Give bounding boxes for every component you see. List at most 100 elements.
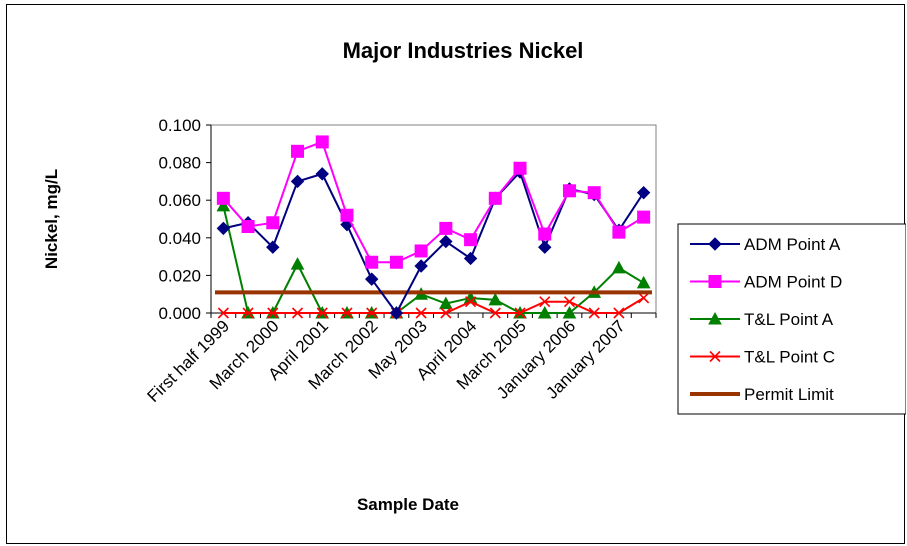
data-point [439, 296, 453, 310]
legend-item: T&L Point C [690, 348, 835, 367]
data-point [366, 307, 378, 319]
data-point [613, 307, 625, 319]
data-point [216, 198, 231, 212]
data-point [241, 220, 255, 234]
data-point [588, 307, 600, 319]
x-axis-label: Sample Date [357, 495, 459, 514]
data-point [489, 307, 501, 319]
x-stroke [242, 307, 254, 319]
legend-marker [708, 275, 722, 288]
y-tick-label: 0.040 [158, 229, 201, 248]
series-adm-point-d [216, 135, 651, 269]
x-stroke [415, 307, 427, 319]
y-axis-label: Nickel, mg/L [42, 169, 61, 269]
x-stroke [440, 307, 452, 319]
data-point [488, 292, 503, 306]
chart-area: Major Industries Nickel Sample Date Nick… [6, 4, 906, 544]
data-point [389, 255, 403, 269]
data-point [414, 259, 428, 273]
data-point [389, 306, 404, 320]
x-stroke [291, 307, 304, 319]
data-point [537, 305, 552, 319]
data-point [463, 251, 478, 266]
legend-label: T&L Point A [744, 310, 834, 329]
x-stroke [588, 307, 600, 319]
data-point [539, 296, 551, 308]
x-stroke [539, 296, 551, 308]
data-point [439, 221, 453, 235]
series-line [223, 297, 645, 314]
data-point [316, 307, 328, 319]
data-point [340, 208, 354, 222]
data-point [636, 275, 651, 289]
data-point [217, 307, 229, 319]
legend-item: ADM Point D [690, 273, 842, 292]
data-point [290, 257, 305, 270]
legend-label: ADM Point D [744, 273, 842, 292]
data-point [612, 225, 626, 239]
data-point [465, 296, 477, 308]
data-point [587, 186, 601, 200]
data-point [315, 135, 329, 149]
series-t-l-point-a [216, 198, 651, 319]
series-line [222, 205, 645, 314]
legend-item: T&L Point A [690, 310, 834, 329]
x-stroke [563, 296, 576, 308]
data-point [291, 144, 305, 158]
data-point [463, 290, 478, 304]
x-stroke [514, 307, 526, 319]
x-stroke [217, 307, 229, 319]
y-tick-label: 0.080 [158, 154, 201, 173]
data-point [636, 185, 651, 200]
data-point [638, 292, 650, 304]
data-point [365, 255, 379, 269]
data-point [514, 307, 526, 319]
x-stroke [709, 350, 721, 363]
chart: Major Industries Nickel Sample Date Nick… [42, 38, 906, 514]
data-point [315, 167, 329, 181]
legend-marker [708, 237, 722, 251]
series-line [222, 140, 645, 264]
x-stroke [638, 292, 650, 304]
chart-title: Major Industries Nickel [343, 38, 584, 63]
data-point [513, 161, 527, 175]
data-point [464, 233, 478, 247]
legend-label: Permit Limit [744, 385, 834, 404]
data-point [242, 307, 254, 319]
legend-label: ADM Point A [744, 235, 841, 254]
x-stroke [489, 307, 501, 319]
legend-item: Permit Limit [690, 385, 834, 404]
data-point [538, 227, 552, 241]
x-stroke [465, 296, 477, 308]
legend: ADM Point A ADM Point D T&L Point A T&L Poi… [677, 223, 906, 415]
data-point [563, 296, 576, 308]
legend-label: T&L Point C [744, 348, 835, 367]
series-t-l-point-c [217, 292, 650, 319]
data-point [637, 210, 651, 224]
data-point [440, 307, 452, 319]
y-tick-label: 0.000 [158, 304, 201, 323]
data-point [267, 307, 279, 319]
x-stroke [613, 307, 625, 319]
data-point [266, 216, 280, 230]
data-point [562, 305, 577, 319]
data-point [562, 184, 576, 198]
data-point [415, 307, 427, 319]
legend-item: ADM Point A [690, 235, 841, 254]
data-point [290, 174, 305, 189]
x-stroke [316, 307, 328, 319]
data-point [439, 234, 453, 249]
data-point [364, 272, 379, 286]
data-point [266, 240, 280, 254]
y-tick-label: 0.100 [158, 116, 201, 135]
x-stroke [267, 307, 279, 319]
data-point [488, 191, 502, 205]
legend-marker [708, 311, 722, 325]
data-point [341, 307, 353, 319]
data-point [538, 240, 552, 254]
data-point [216, 221, 231, 236]
data-point [291, 307, 304, 319]
y-tick-label: 0.060 [158, 191, 201, 210]
x-stroke [366, 307, 378, 319]
